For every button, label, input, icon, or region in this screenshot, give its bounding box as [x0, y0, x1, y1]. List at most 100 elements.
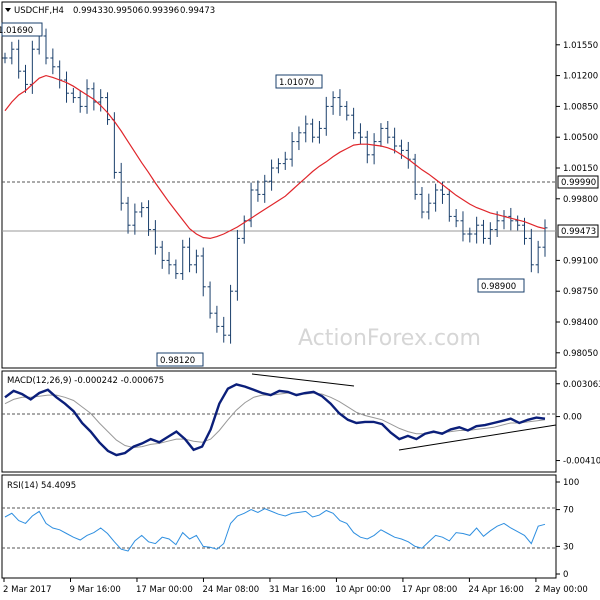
ohlc-bar [9, 41, 15, 65]
collapse-icon[interactable] [5, 8, 11, 12]
macd-axis: 0.003063 0.00 -0.004104 [556, 380, 600, 467]
price-panel-frame [1, 1, 557, 369]
rsi-axis: 100 70 30 0 [556, 478, 579, 580]
annotation-high-mid: 1.01070 [279, 78, 314, 88]
ohlc-bar [146, 200, 152, 236]
annotation-box [275, 74, 323, 89]
ohlc-bar [371, 133, 377, 165]
ohlc-bar [460, 211, 466, 242]
ohlc-bar [535, 240, 541, 274]
macd-tick-label: 0.003063 [563, 380, 600, 390]
ohlc-bar [357, 123, 363, 145]
header-value-open: 0.99433 [73, 6, 108, 16]
ohlc-bar [515, 215, 521, 231]
ohlc-bar [159, 240, 165, 269]
ohlc-bar [501, 210, 507, 230]
ohlc-bar [453, 209, 459, 228]
price-tick-label: 1.01550 [563, 41, 598, 51]
x-tick-label: 31 Mar 16:00 [269, 585, 326, 595]
ohlc-bar [487, 222, 493, 245]
price-tick-label: 1.00500 [563, 133, 598, 143]
price-bars [2, 28, 548, 344]
ohlc-bar [330, 91, 336, 115]
ohlc-bar [91, 82, 97, 111]
x-tick-label: 9 Mar 16:00 [69, 585, 120, 595]
x-tick-label: 17 Mar 00:00 [136, 585, 193, 595]
ohlc-bar [77, 90, 83, 113]
x-tick-label: 17 Apr 08:00 [402, 585, 457, 595]
ohlc-bar [125, 196, 131, 234]
ohlc-bar [200, 247, 206, 297]
macd-tick-label: -0.004104 [563, 457, 600, 467]
ohlc-bar [248, 182, 254, 228]
price-tick-label: 0.98750 [563, 287, 598, 297]
price-tick-label: 0.98050 [563, 349, 598, 359]
macd-tick-label: 0.00 [563, 413, 582, 423]
trendline-upper [251, 373, 355, 387]
ohlc-bar [494, 211, 500, 237]
ohlc-bar [528, 228, 534, 273]
macd-line [4, 383, 546, 457]
ohlc-bar [385, 121, 391, 144]
ohlc-bar [50, 48, 56, 75]
price-tick-label: 1.01200 [563, 72, 598, 82]
macd-panel: MACD(12,26,9) -0.000242 -0.000675 0.0030… [1, 370, 600, 473]
ohlc-bar [405, 141, 411, 169]
ohlc-bar [303, 115, 309, 143]
level-tag-label: 0.99990 [561, 178, 596, 188]
rsi-panel-frame [1, 474, 557, 579]
ohlc-bar [316, 121, 322, 144]
price-tick-label: 0.98400 [563, 318, 598, 328]
x-tick-label: 24 Mar 08:00 [202, 585, 259, 595]
ohlc-bar [166, 251, 172, 275]
watermark: ActionForex.com [298, 326, 481, 351]
ohlc-bar [269, 159, 275, 191]
ohlc-bar [70, 87, 76, 103]
ohlc-bar [241, 215, 247, 244]
header-value-close: 0.99473 [180, 6, 215, 16]
macd-signal-line [4, 392, 546, 449]
rsi-tick-label: 70 [563, 506, 574, 516]
annotation-high-start: 1.01690 [0, 26, 33, 36]
ohlc-bar [64, 71, 70, 103]
ohlc-bar [398, 139, 404, 159]
ohlc-bar [180, 239, 186, 280]
ohlc-bar [542, 219, 548, 257]
last-price-tag [557, 224, 599, 238]
ohlc-bar [262, 174, 268, 203]
ohlc-bar [16, 39, 22, 79]
ohlc-bar [323, 96, 329, 136]
trendline-lower [398, 424, 557, 451]
price-panel: ActionForex.com USDCHF,H4 0.99433 0.9950… [0, 1, 599, 369]
ohlc-bar [351, 107, 357, 140]
ohlc-bar [426, 193, 432, 220]
ohlc-bar [105, 92, 111, 125]
price-tick-label: 0.99800 [563, 195, 598, 205]
macd-title: MACD(12,26,9) -0.000242 -0.000675 [7, 376, 164, 386]
ohlc-bar [392, 127, 398, 154]
ohlc-bar [187, 237, 193, 273]
ohlc-bar [289, 132, 295, 167]
chart-title: USDCHF,H4 [14, 6, 64, 16]
header-value-high: 0.99506 [108, 6, 143, 16]
ohlc-bar [364, 130, 370, 164]
ohlc-bar [412, 153, 418, 200]
ohlc-bar [446, 189, 452, 222]
x-tick-label: 10 Apr 00:00 [335, 585, 390, 595]
rsi-tick-label: 30 [563, 542, 574, 552]
annotation-box [1, 22, 43, 37]
level-tag [557, 175, 599, 189]
ohlc-bar [173, 259, 179, 279]
x-tick-label: 2 May 00:00 [535, 585, 588, 595]
ohlc-bar [228, 284, 234, 344]
ohlc-bar [337, 89, 343, 116]
price-tick-label: 1.00150 [563, 164, 598, 174]
ohlc-bar [152, 220, 158, 255]
ohlc-bar [43, 28, 49, 65]
annotation-low-mid: 0.98120 [160, 356, 195, 366]
x-tick-label: 24 Apr 16:00 [468, 585, 523, 595]
ohlc-bar [207, 281, 213, 319]
ohlc-bar [433, 183, 439, 212]
ohlc-bar [57, 60, 63, 89]
header-value-low: 0.99396 [144, 6, 179, 16]
